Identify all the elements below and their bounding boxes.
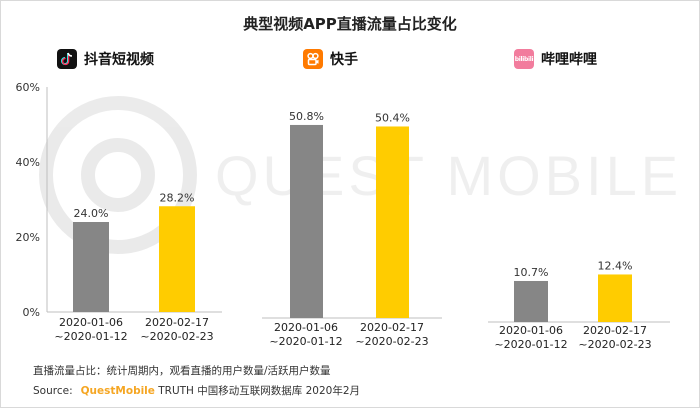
app-header-douyin: 抖音短视频: [57, 49, 154, 69]
bar-value-label: 10.7%: [514, 266, 549, 279]
category-label: ~2020-02-23: [140, 330, 213, 343]
app-header-kuaishou: 快手: [303, 49, 358, 69]
category-label: 2020-02-17: [360, 321, 424, 334]
source-brand: QuestMobile: [80, 385, 155, 397]
category-label: ~2020-01-12: [494, 338, 567, 351]
source-text: TRUTH 中国移动互联网数据库 2020年2月: [158, 385, 361, 397]
source-label: Source:: [33, 385, 73, 397]
category-label: ~2020-02-23: [355, 335, 428, 348]
bar: [514, 280, 548, 322]
category-label: ~2020-01-12: [54, 330, 127, 343]
source-line: Source: QuestMobile TRUTH 中国移动互联网数据库 2020…: [33, 383, 360, 398]
category-label: ~2020-02-23: [578, 338, 651, 351]
bar-value-label: 28.2%: [160, 191, 195, 204]
footnote: 直播流量占比：统计周期内，观看直播的用户数量/活跃用户数量: [33, 365, 331, 377]
bilibili-icon: bilibili: [514, 49, 534, 69]
category-label: ~2020-01-12: [269, 335, 342, 348]
category-label: 2020-02-17: [583, 324, 647, 337]
bar: [376, 126, 409, 318]
category-label: 2020-01-06: [59, 316, 123, 329]
app-header-bilibili: bilibili 哔哩哔哩: [514, 49, 597, 69]
bar-value-label: 12.4%: [598, 259, 633, 272]
category-label: 2020-01-06: [274, 321, 338, 334]
bar-value-label: 50.8%: [289, 110, 324, 123]
bar-value-label: 24.0%: [74, 207, 109, 220]
y-tick-label: 20%: [16, 231, 40, 244]
kuaishou-icon: [303, 49, 323, 69]
y-tick-label: 0%: [23, 306, 40, 319]
bar-value-label: 50.4%: [375, 111, 410, 124]
category-label: 2020-01-06: [499, 324, 563, 337]
y-tick-label: 40%: [16, 156, 40, 169]
bar: [159, 206, 195, 312]
app-name-douyin: 抖音短视频: [84, 52, 154, 68]
bar: [73, 222, 109, 312]
y-tick-label: 60%: [16, 81, 40, 94]
bilibili-icon-text: bilibili: [514, 55, 534, 63]
chart-title: 典型视频APP直播流量占比变化: [243, 15, 457, 33]
app-name-bilibili: 哔哩哔哩: [541, 52, 597, 68]
app-name-kuaishou: 快手: [330, 52, 358, 68]
bar: [290, 124, 323, 319]
bar: [598, 274, 632, 322]
category-label: 2020-02-17: [145, 316, 209, 329]
tiktok-icon: [57, 49, 77, 69]
